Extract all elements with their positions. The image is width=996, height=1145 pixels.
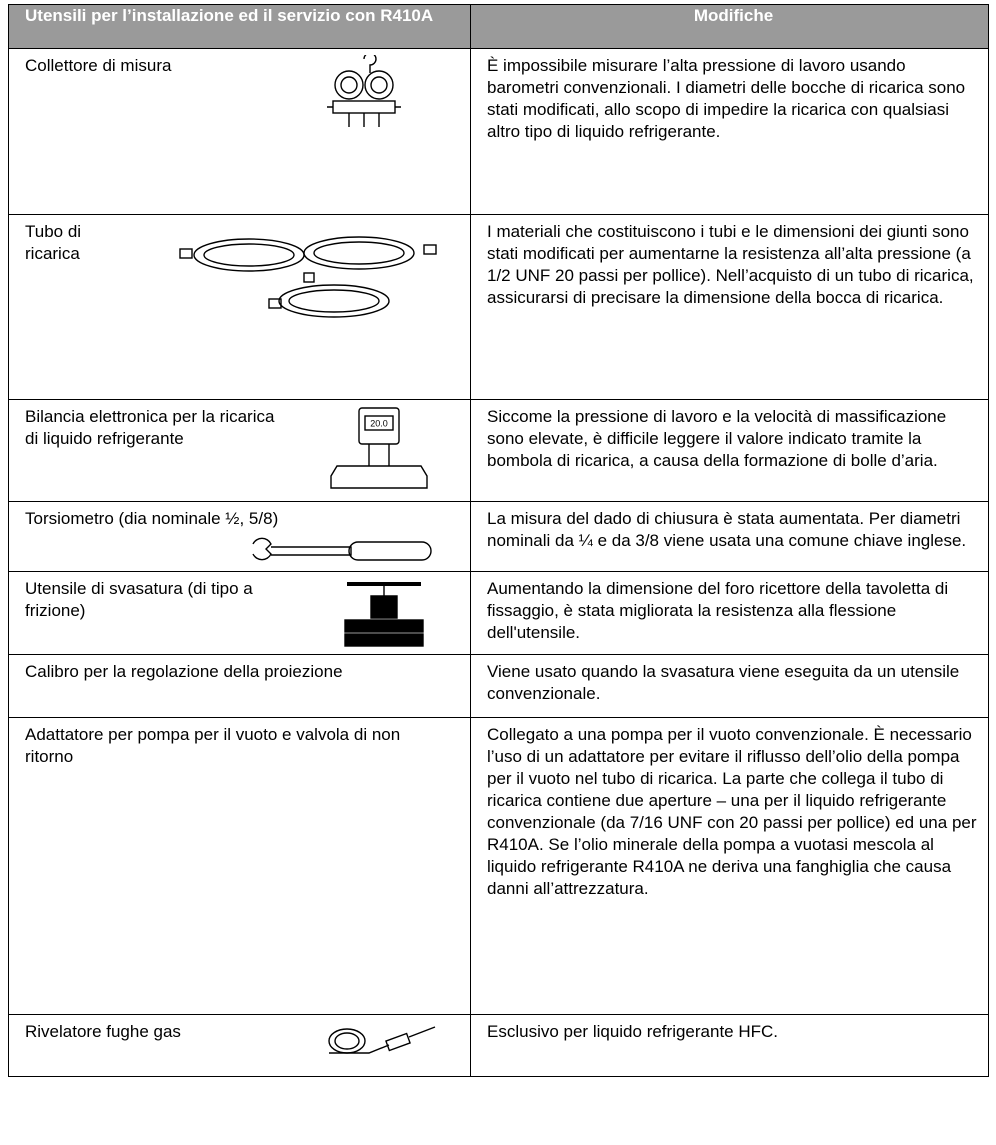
change-cell: È impossibile misurare l’alta pressione … bbox=[470, 48, 989, 215]
tool-cell: Adattatore per pompa per il vuoto e valv… bbox=[8, 717, 471, 1015]
tool-cell: Utensile di svasatura (di tipo a frizion… bbox=[8, 571, 471, 655]
detector-icon bbox=[328, 1026, 436, 1054]
tool-name: Collettore di misura bbox=[25, 56, 172, 75]
tool-cell: Calibro per la regolazione della proiezi… bbox=[8, 654, 471, 718]
scale-icon: 20.0 bbox=[330, 407, 428, 489]
row: Rivelatore fughe gas Esclusivo per liqui… bbox=[8, 1014, 989, 1077]
header-cell: Modifiche bbox=[470, 4, 989, 49]
row: Bilancia elettronica per la ricarica di … bbox=[8, 399, 989, 502]
tool-cell: Tubo di ricarica bbox=[8, 214, 471, 400]
change-cell: Siccome la pressione di lavoro e la velo… bbox=[470, 399, 989, 502]
row: Torsiometro (dia nominale ½, 5/8) La mis… bbox=[8, 501, 989, 572]
change-cell: La misura del dado di chiusura è stata a… bbox=[470, 501, 989, 572]
row: Calibro per la regolazione della proiezi… bbox=[8, 654, 989, 718]
tool-name: Utensile di svasatura (di tipo a frizion… bbox=[25, 579, 253, 620]
change-cell: I materiali che costituiscono i tubi e l… bbox=[470, 214, 989, 400]
tool-cell: Collettore di misura bbox=[8, 48, 471, 215]
tools-table: Utensili per l’installazione ed il servi… bbox=[8, 4, 989, 1077]
hose-icon bbox=[179, 236, 437, 318]
row: Tubo di ricarica I materiali che costitu… bbox=[8, 214, 989, 400]
change-cell: Viene usato quando la svasatura viene es… bbox=[470, 654, 989, 718]
tool-cell: Torsiometro (dia nominale ½, 5/8) bbox=[8, 501, 471, 572]
tool-name: Bilancia elettronica per la ricarica di … bbox=[25, 407, 275, 448]
flaring-icon bbox=[344, 582, 424, 647]
tool-cell: Bilancia elettronica per la ricarica di … bbox=[8, 399, 471, 502]
wrench-icon bbox=[252, 537, 432, 561]
tool-name: Torsiometro (dia nominale ½, 5/8) bbox=[25, 509, 279, 528]
row: Utensile di svasatura (di tipo a frizion… bbox=[8, 571, 989, 655]
tool-name: Rivelatore fughe gas bbox=[25, 1022, 181, 1041]
change-cell: Collegato a una pompa per il vuoto conve… bbox=[470, 717, 989, 1015]
change-cell: Esclusivo per liquido refrigerante HFC. bbox=[470, 1014, 989, 1077]
row: Collettore di misura È impossibile misur… bbox=[8, 48, 989, 215]
scale-display: 20.0 bbox=[370, 418, 388, 428]
tool-cell: Rivelatore fughe gas bbox=[8, 1014, 471, 1077]
header-row: Utensili per l’installazione ed il servi… bbox=[8, 4, 989, 49]
manifold-icon bbox=[327, 55, 401, 127]
row: Adattatore per pompa per il vuoto e valv… bbox=[8, 717, 989, 1015]
header-cell: Utensili per l’installazione ed il servi… bbox=[8, 4, 471, 49]
tool-name: Tubo di ricarica bbox=[25, 222, 82, 263]
change-cell: Aumentando la dimensione del foro ricett… bbox=[470, 571, 989, 655]
